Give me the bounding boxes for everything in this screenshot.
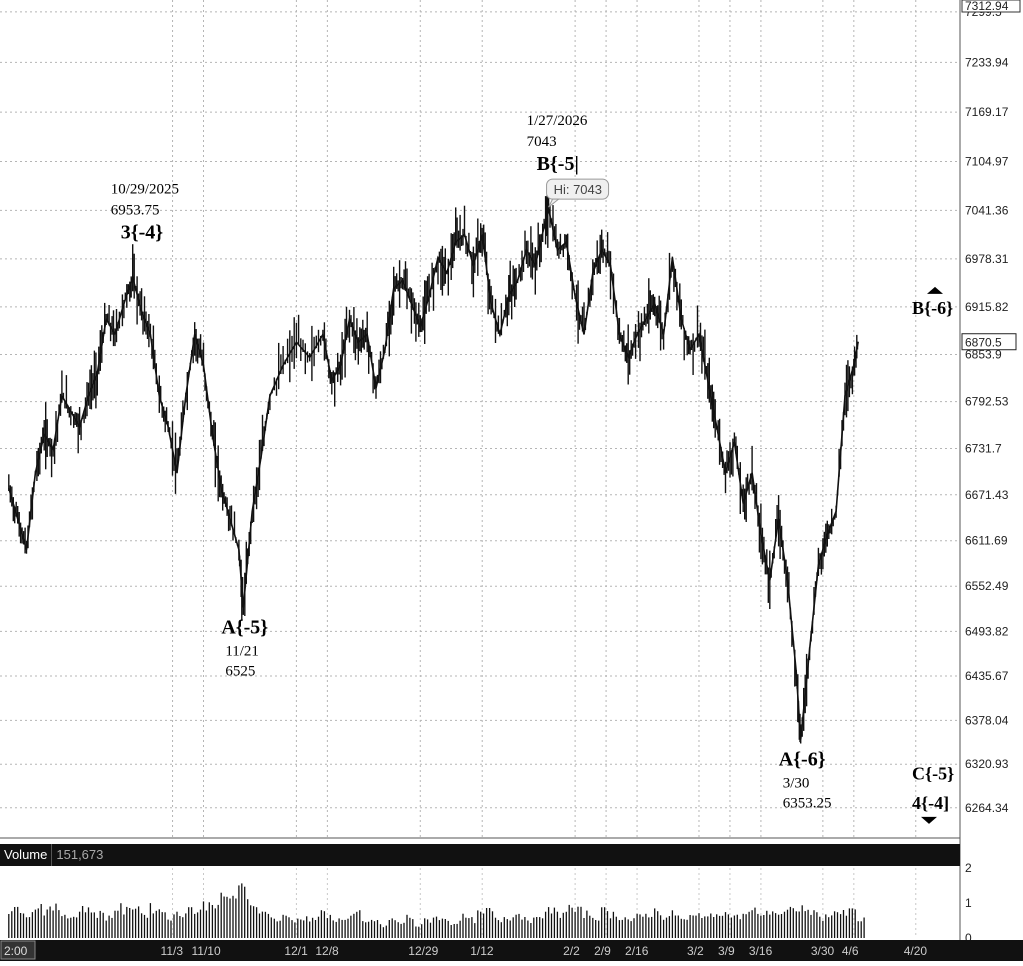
x-tick-label: 12/29 — [408, 944, 438, 958]
x-tick-label: 3/30 — [811, 944, 835, 958]
y-tick-label: 6264.34 — [965, 801, 1009, 815]
y-tick-label: 6853.9 — [965, 347, 1002, 361]
x-tick-label: 12/8 — [315, 944, 339, 958]
wave-price-label: 6525 — [225, 663, 255, 679]
x-tick-label: 3/2 — [687, 944, 704, 958]
x-tick-label: 2/2 — [563, 944, 580, 958]
wave-label: B{-5| — [537, 153, 579, 175]
x-tick-label: 2:00 — [4, 944, 28, 958]
vol-tick-label: 0 — [965, 931, 972, 945]
vol-tick-label: 2 — [965, 861, 972, 875]
wave-date-label: 3/30 — [783, 775, 810, 791]
projection-label: 4{-4] — [912, 793, 949, 813]
x-tick-label: 2/9 — [594, 944, 611, 958]
x-tick-label: 11/10 — [192, 944, 221, 958]
y-tick-label: 6435.67 — [965, 669, 1009, 683]
volume-header: Volume 151,673 — [0, 844, 960, 866]
wave-date-label: 10/29/2025 — [111, 182, 179, 198]
wave-label: 3{-4} — [121, 222, 164, 244]
plot-area — [0, 0, 960, 838]
x-tick-label: 3/16 — [749, 944, 773, 958]
x-axis-strip — [0, 940, 1023, 961]
hi-tooltip-pointer — [548, 198, 560, 208]
vol-tick-label: 1 — [965, 896, 972, 910]
y-tick-label: 6978.31 — [965, 252, 1009, 266]
y-tick-label: 7041.36 — [965, 203, 1009, 217]
y-tick-label: 7233.94 — [965, 55, 1009, 69]
top-price-label: 7312.94 — [965, 0, 1009, 13]
up-arrow-icon — [927, 286, 943, 294]
wave-date-label: 1/27/2026 — [527, 113, 588, 129]
top-price-box — [961, 0, 1021, 13]
x-tick-label: 11/3 — [161, 944, 184, 958]
x-tick-label: 12/1 — [284, 944, 308, 958]
x-tick-label: 4/20 — [904, 944, 928, 958]
hi-tooltip-text: Hi: 7043 — [554, 182, 602, 197]
y-tick-label: 6320.93 — [965, 757, 1009, 771]
projection-label: C{-5} — [912, 764, 954, 784]
x-tick-label: 4/6 — [842, 944, 859, 958]
x-tick-label: 2/16 — [625, 944, 649, 958]
y-tick-label: 6792.53 — [965, 395, 1009, 409]
last-price-label: 6870.5 — [965, 336, 1002, 350]
wave-price-label: 7043 — [527, 134, 557, 150]
y-tick-label: 6378.04 — [965, 713, 1009, 727]
last-price-box — [961, 333, 1017, 351]
down-arrow-icon — [921, 816, 937, 824]
y-tick-label: 6731.7 — [965, 441, 1002, 455]
y-tick-label: 7169.17 — [965, 105, 1009, 119]
y-tick-label: 6915.82 — [965, 300, 1009, 314]
wave-label: A{-5} — [221, 616, 268, 638]
y-tick-label: 6552.49 — [965, 579, 1009, 593]
y-tick-label: 6493.82 — [965, 624, 1009, 638]
wave-price-label: 6953.75 — [111, 203, 160, 219]
x-tick-label: 3/9 — [718, 944, 735, 958]
y-tick-label: 7104.97 — [965, 154, 1009, 168]
wave-date-label: 11/21 — [225, 643, 259, 659]
x-tick-label: 1/12 — [470, 944, 494, 958]
volume-value: 151,673 — [51, 844, 107, 866]
hi-tooltip-box — [546, 178, 610, 200]
wave-price-label: 6353.25 — [783, 795, 832, 811]
price-series-line — [8, 208, 859, 740]
y-tick-label: 6611.69 — [965, 534, 1008, 548]
projection-label: B{-6} — [912, 298, 953, 318]
volume-title: Volume — [4, 847, 48, 862]
wave-label: A{-6} — [779, 748, 826, 770]
y-tick-label: 6671.43 — [965, 488, 1009, 502]
x-time-badge — [0, 940, 36, 960]
